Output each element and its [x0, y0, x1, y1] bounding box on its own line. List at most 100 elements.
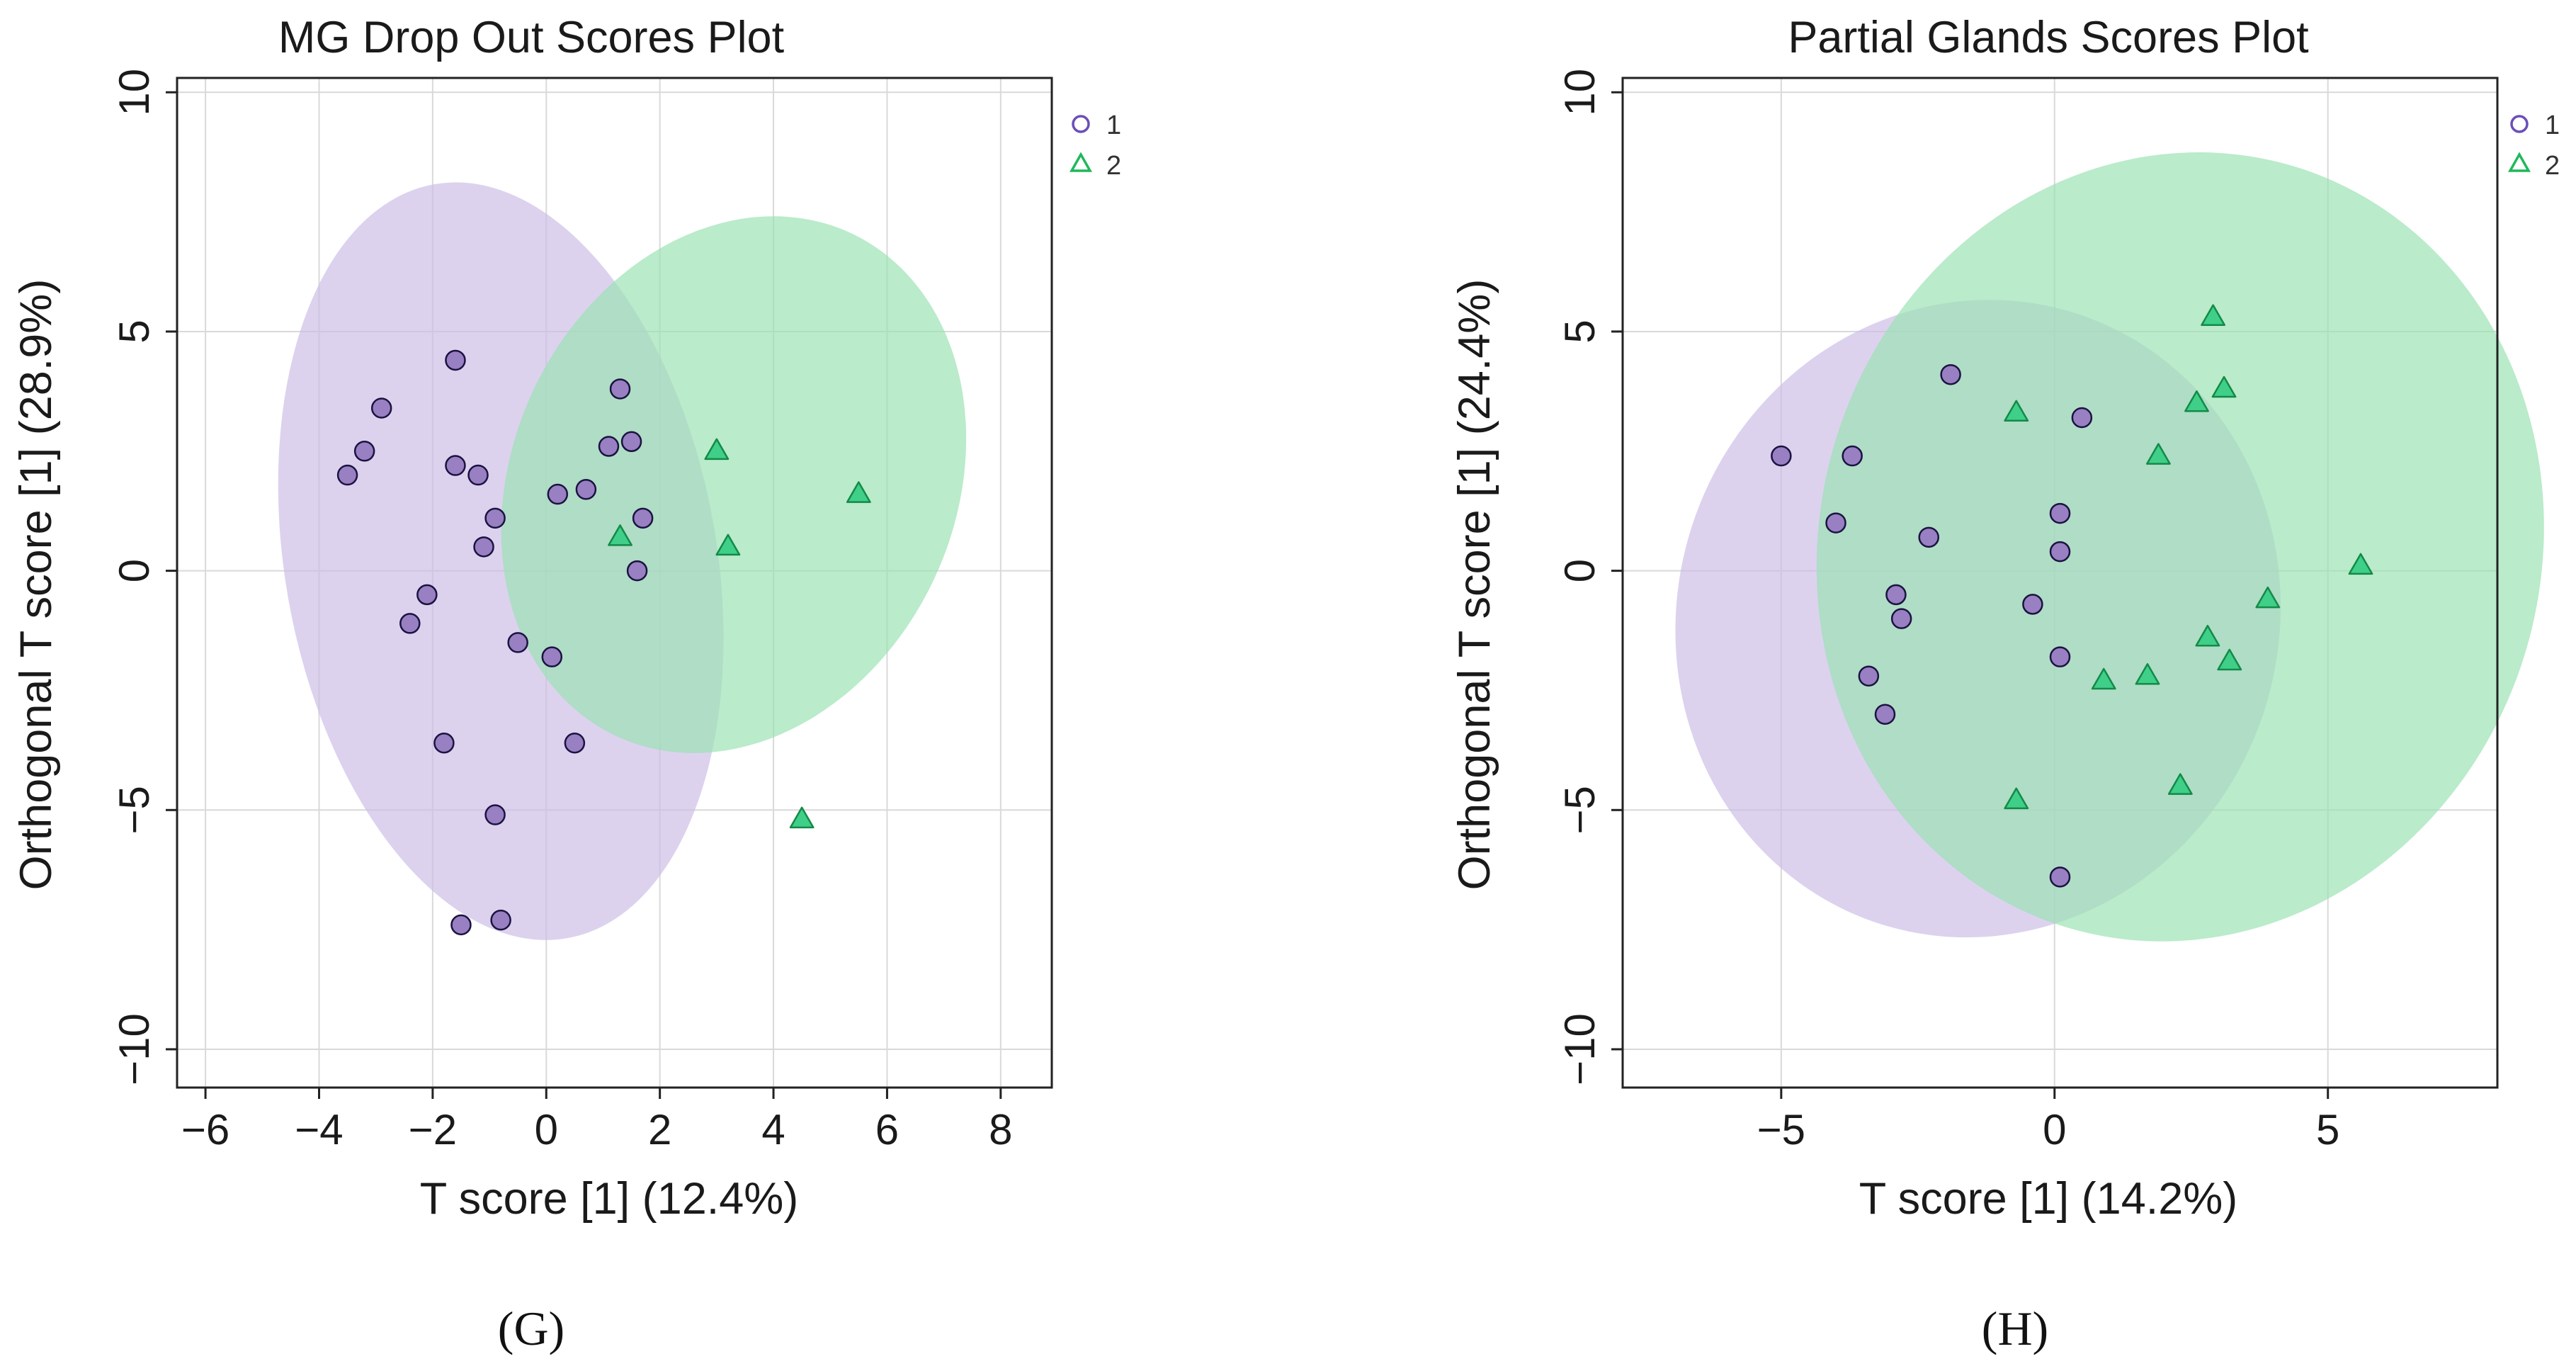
data-point-group-2: [2004, 787, 2029, 810]
data-point-group-1: [575, 479, 597, 500]
data-point-group-1: [2022, 594, 2043, 615]
data-point-group-2: [2184, 390, 2209, 412]
confidence-ellipse-group-2: [501, 216, 967, 753]
panel-letter-g: (G): [498, 1302, 564, 1355]
y-tick-label: −10: [110, 1013, 158, 1085]
data-point-group-1: [370, 397, 392, 419]
y-tick-label: 5: [1556, 320, 1604, 343]
data-point-group-1: [541, 646, 563, 667]
data-point-group-2: [2201, 304, 2226, 326]
y-tick-label: −10: [1556, 1013, 1604, 1085]
data-point-group-1: [399, 613, 421, 634]
data-point-group-1: [2049, 541, 2071, 563]
x-tick-label: 0: [535, 1106, 558, 1153]
y-tick-label: 10: [110, 69, 158, 116]
plot-frame-g: [176, 77, 1053, 1089]
y-axis-label-g: Orthogonal T score [1] (28.9%): [11, 279, 61, 891]
legend-label-2-g: 2: [1106, 151, 1121, 181]
y-tick-label: 0: [1556, 559, 1604, 582]
legend-label-1-h: 1: [2545, 111, 2560, 140]
data-point-group-1: [467, 464, 489, 486]
x-tick-label: −6: [181, 1106, 229, 1153]
legend-circle-marker-g: [1072, 115, 1090, 133]
data-point-group-1: [564, 732, 586, 754]
y-axis-label-h: Orthogonal T score [1] (24.4%): [1450, 279, 1499, 891]
data-point-group-2: [715, 534, 741, 556]
data-point-group-1: [547, 483, 569, 505]
panel-g: MG Drop Out Scores Plot −6 −4 −2 0 2 4 6 8 −10−…: [11, 13, 1121, 1355]
data-point-group-1: [484, 804, 506, 825]
data-point-group-1: [1918, 526, 1939, 548]
data-point-group-2: [2091, 667, 2116, 690]
points-g: [336, 349, 871, 936]
data-point-group-2: [2255, 586, 2281, 609]
data-point-group-1: [445, 455, 466, 476]
x-tick-label: −5: [1757, 1106, 1805, 1153]
data-point-group-2: [2195, 624, 2220, 647]
data-point-group-1: [416, 584, 438, 606]
x-axis-label-h: T score [1] (14.2%): [1859, 1174, 2238, 1224]
y-tick-label: 5: [110, 320, 158, 343]
data-point-group-1: [490, 909, 511, 931]
data-point-group-1: [445, 349, 466, 371]
data-point-group-1: [1890, 608, 1912, 629]
data-point-group-1: [353, 441, 375, 462]
data-point-group-1: [507, 632, 528, 653]
data-point-group-2: [2135, 662, 2160, 685]
data-point-group-2: [2211, 376, 2237, 398]
ellipses-h: [1675, 152, 2544, 942]
legend-h: 1 2: [2508, 111, 2560, 181]
y-ticks-g: −10 −5 0 5 10: [110, 69, 177, 1085]
legend-g: 1 2: [1069, 111, 1121, 181]
x-tick-label: −4: [295, 1106, 343, 1153]
legend-triangle-marker-h: [2508, 152, 2531, 172]
panel-h: Partial Glands Scores Plot −5 0 5 −10 −5 0 5 1…: [1450, 13, 2560, 1355]
data-point-group-1: [632, 507, 654, 529]
y-tick-label: 10: [1556, 69, 1604, 116]
x-ticks-g: −6 −4 −2 0 2 4 6 8: [181, 1088, 1013, 1153]
data-point-group-1: [473, 536, 494, 558]
data-point-group-1: [620, 431, 642, 453]
data-point-group-2: [2348, 553, 2373, 575]
x-tick-label: 2: [648, 1106, 671, 1153]
points-h: [1771, 304, 2373, 888]
panel-letter-h: (H): [1982, 1302, 2048, 1355]
data-point-group-2: [2004, 400, 2029, 422]
data-point-group-1: [2049, 867, 2071, 888]
ellipses-g: [278, 182, 967, 940]
data-point-group-1: [336, 464, 358, 486]
data-point-group-1: [2071, 407, 2093, 429]
legend-triangle-marker-g: [1069, 152, 1092, 172]
data-point-group-2: [2167, 773, 2193, 795]
data-point-group-1: [598, 436, 620, 457]
data-point-group-1: [484, 507, 506, 529]
plot-frame-h: [1621, 77, 2499, 1089]
data-point-group-1: [1858, 665, 1880, 687]
legend-label-1-g: 1: [1106, 111, 1121, 140]
data-point-group-1: [1885, 584, 1907, 606]
data-point-group-1: [2049, 502, 2071, 524]
data-point-group-1: [1842, 445, 1863, 467]
data-point-group-2: [789, 806, 815, 829]
data-point-group-1: [2049, 646, 2071, 667]
x-tick-label: 5: [2316, 1106, 2339, 1153]
y-ticks-h: −10 −5 0 5 10: [1556, 69, 1623, 1085]
chart-title-h: Partial Glands Scores Plot: [1788, 13, 2309, 62]
data-point-group-2: [2217, 648, 2242, 671]
data-point-group-1: [626, 560, 648, 582]
data-point-group-2: [704, 438, 730, 461]
x-tick-label: −2: [409, 1106, 457, 1153]
legend-label-2-h: 2: [2545, 151, 2560, 181]
x-ticks-h: −5 0 5: [1757, 1088, 2339, 1153]
data-point-group-1: [450, 914, 472, 936]
y-tick-label: −5: [110, 786, 158, 834]
chart-title-g: MG Drop Out Scores Plot: [278, 13, 785, 62]
data-point-group-1: [1825, 512, 1846, 534]
data-point-group-1: [609, 378, 631, 400]
x-tick-label: 8: [989, 1106, 1012, 1153]
y-tick-label: −5: [1556, 786, 1604, 834]
data-point-group-1: [1771, 445, 1792, 467]
x-tick-label: 0: [2043, 1106, 2066, 1153]
confidence-ellipse-group-2: [1816, 152, 2544, 942]
